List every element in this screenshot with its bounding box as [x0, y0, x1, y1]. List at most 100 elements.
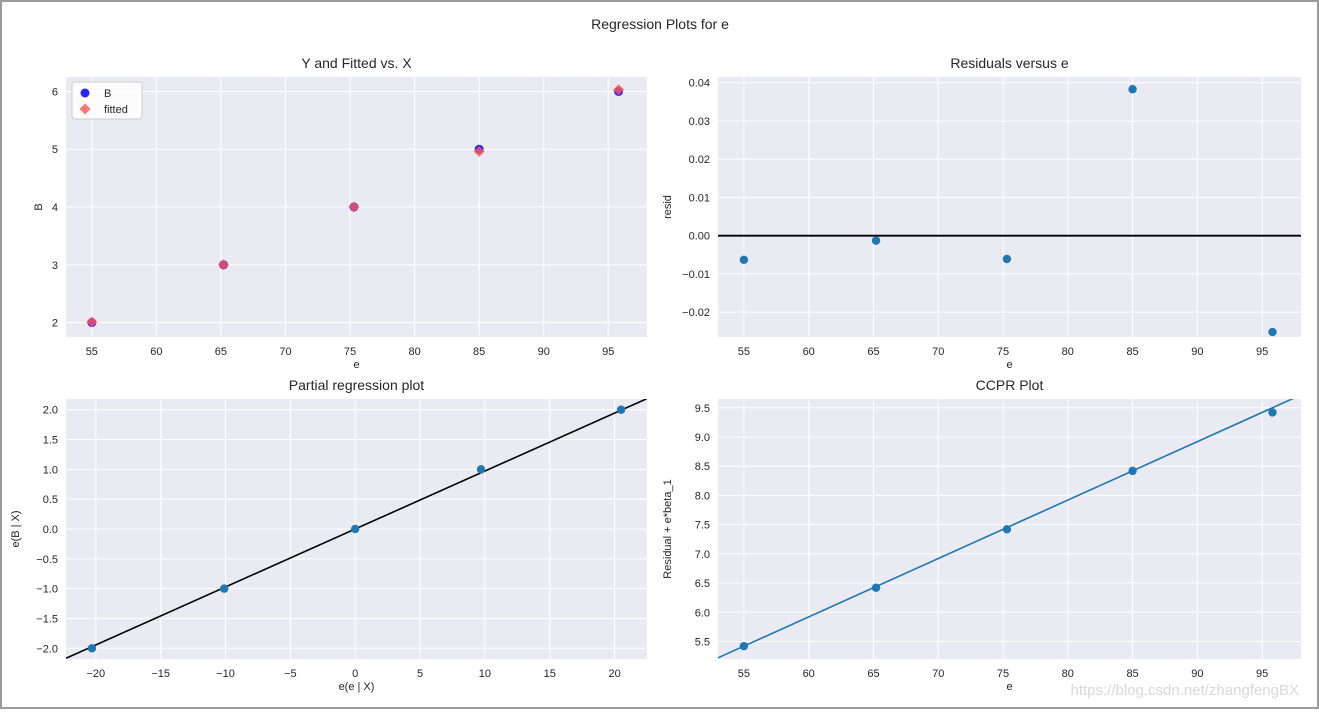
x-tick-label: 80 [1062, 346, 1074, 358]
y-tick-label: −0.5 [36, 554, 58, 566]
x-tick-label: 75 [344, 346, 356, 358]
legend-label-b: B [104, 88, 111, 100]
x-tick-label: 0 [352, 668, 358, 680]
figure: Regression Plots for e 55 60 65 70 75 80 85 90 9… [0, 0, 1319, 709]
y-tick-label: 9.5 [695, 403, 710, 415]
x-tick-label: 75 [997, 668, 1009, 680]
x-tick-label: 90 [1191, 668, 1203, 680]
x-axis-label: e [1006, 359, 1012, 371]
data-point [1268, 408, 1276, 416]
x-tick-label: 70 [279, 346, 291, 358]
axes-fitted: 55 60 65 70 75 80 85 90 95 2 3 4 5 6 Y and Fitted vs. … [33, 55, 647, 371]
y-tick-label: 0.0 [43, 524, 58, 536]
y-axis-label: resid [662, 195, 674, 219]
x-tick-label: 5 [417, 668, 423, 680]
y-tick-label: 7.0 [695, 549, 710, 561]
x-tick-label: 65 [867, 346, 879, 358]
data-point [1128, 85, 1136, 93]
y-axis-label: Residual + e*beta_1 [662, 479, 674, 578]
x-tick-label: 60 [803, 668, 815, 680]
x-axis-label: e(e | X) [339, 681, 375, 693]
x-tick-label: 95 [602, 346, 614, 358]
x-tick-label: −15 [151, 668, 170, 680]
x-axis-label: e [1006, 681, 1012, 693]
data-point [1268, 328, 1276, 336]
axes-ccpr: 55 60 65 70 75 80 85 90 95 5.5 6.0 6.5 7.0 7.5 8.0 8.5 9… [662, 377, 1301, 693]
x-tick-label: −20 [86, 668, 105, 680]
watermark: https://blog.csdn.net/zhangfengBX [1071, 682, 1300, 699]
y-tick-label: 6.0 [695, 607, 710, 619]
axes-resid: 55 60 65 70 75 80 85 90 95 −0.02 −0.01 0.00 0.01 0.02… [662, 55, 1301, 371]
data-point [1003, 525, 1011, 533]
y-axis-label: e(B | X) [10, 510, 22, 547]
figure-suptitle: Regression Plots for e [591, 16, 729, 32]
data-point [1003, 255, 1011, 263]
x-axis-label: e [353, 359, 359, 371]
legend-label-fitted: fitted [104, 104, 128, 116]
x-tick-label: 80 [408, 346, 420, 358]
x-tick-label: 70 [932, 346, 944, 358]
data-point [872, 584, 880, 592]
x-tick-label: 90 [538, 346, 550, 358]
data-point [872, 236, 880, 244]
x-tick-label: 55 [86, 346, 98, 358]
axes-partreg: −20 −15 −10 −5 0 5 10 15 20−2.0−1.5−1.0−0.50.00.… [10, 377, 647, 693]
x-tick-label: 85 [1126, 346, 1138, 358]
y-tick-label: 0.03 [689, 116, 710, 128]
y-tick-label: 5 [52, 144, 58, 156]
x-tick-label: 85 [1126, 668, 1138, 680]
y-tick-label: 2.0 [43, 405, 58, 417]
data-point [477, 465, 485, 473]
y-tick-label: 7.5 [695, 520, 710, 532]
x-tick-label: 65 [215, 346, 227, 358]
x-tick-label: 55 [738, 668, 750, 680]
y-tick-label: 8.0 [695, 490, 710, 502]
x-tick-label: 60 [150, 346, 162, 358]
y-tick-label: 1.5 [43, 435, 58, 447]
chart-title: Residuals versus e [950, 55, 1068, 71]
x-tick-label: −5 [284, 668, 297, 680]
y-tick-label: −1.5 [36, 613, 58, 625]
x-tick-label: 75 [997, 346, 1009, 358]
x-tick-label: 95 [1256, 346, 1268, 358]
data-point [740, 642, 748, 650]
x-tick-label: −10 [216, 668, 235, 680]
figure-canvas: Regression Plots for e 55 60 65 70 75 80 85 90 9… [0, 0, 1319, 709]
y-tick-label: 1.0 [43, 464, 58, 476]
y-tick-label: 9.0 [695, 432, 710, 444]
y-tick-label: 0.00 [689, 231, 710, 243]
chart-title: Y and Fitted vs. X [301, 55, 412, 71]
y-tick-label: 0.5 [43, 494, 58, 506]
x-tick-label: 90 [1191, 346, 1203, 358]
y-tick-label: −0.01 [682, 269, 710, 281]
y-tick-label: −2.0 [36, 643, 58, 655]
y-tick-label: 2 [52, 318, 58, 330]
data-point [1128, 467, 1136, 475]
x-tick-label: 85 [473, 346, 485, 358]
chart-title: CCPR Plot [976, 377, 1044, 393]
x-tick-label: 60 [803, 346, 815, 358]
data-point [88, 644, 96, 652]
chart-title: Partial regression plot [289, 377, 425, 393]
legend-marker-b [81, 89, 90, 98]
y-tick-label: −0.02 [682, 307, 710, 319]
y-tick-label: −1.0 [36, 584, 58, 596]
x-tick-label: 65 [867, 668, 879, 680]
y-tick-label: 3 [52, 260, 58, 272]
y-tick-label: 6.5 [695, 578, 710, 590]
x-tick-label: 55 [738, 346, 750, 358]
x-tick-label: 15 [544, 668, 556, 680]
data-point [351, 525, 359, 533]
y-tick-label: 0.01 [689, 192, 710, 204]
y-axis-label: B [33, 203, 45, 210]
y-tick-label: 8.5 [695, 461, 710, 473]
y-tick-label: 0.02 [689, 154, 710, 166]
data-point [740, 256, 748, 264]
plot-area [718, 77, 1301, 337]
y-tick-label: 0.04 [689, 78, 710, 90]
x-tick-label: 80 [1062, 668, 1074, 680]
y-tick-label: 4 [52, 202, 58, 214]
x-tick-label: 95 [1256, 668, 1268, 680]
y-tick-label: 5.5 [695, 636, 710, 648]
